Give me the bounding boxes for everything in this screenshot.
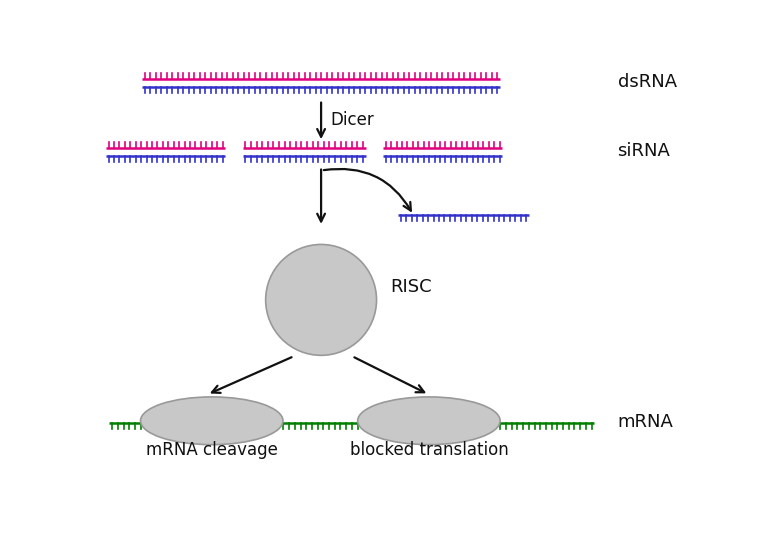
Text: blocked translation: blocked translation bbox=[350, 441, 509, 459]
Text: mRNA cleavage: mRNA cleavage bbox=[146, 441, 278, 459]
Text: dsRNA: dsRNA bbox=[617, 73, 676, 91]
Ellipse shape bbox=[357, 397, 500, 444]
Text: mRNA: mRNA bbox=[617, 412, 673, 430]
Text: Dicer: Dicer bbox=[331, 112, 374, 130]
Ellipse shape bbox=[140, 397, 283, 444]
Circle shape bbox=[265, 244, 377, 356]
Text: siRNA: siRNA bbox=[617, 143, 670, 160]
Text: RISC: RISC bbox=[390, 278, 432, 296]
